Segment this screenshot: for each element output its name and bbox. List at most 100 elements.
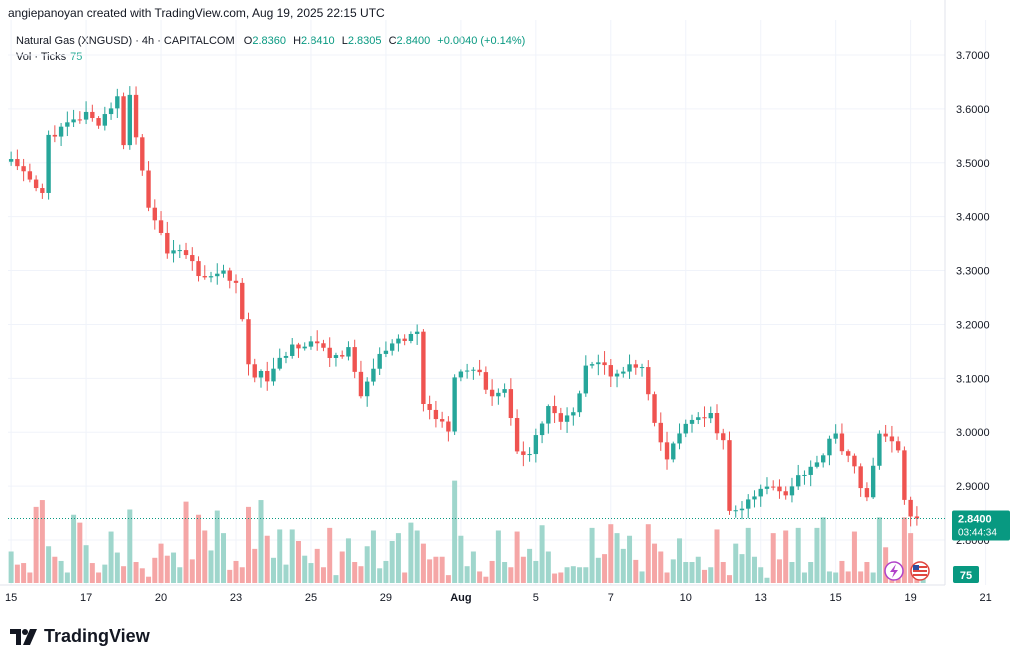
candle-body bbox=[689, 419, 695, 424]
volume-bar bbox=[289, 529, 295, 583]
price-tick-label: 3.0000 bbox=[956, 427, 990, 439]
candle-body bbox=[646, 367, 651, 395]
volume-bar bbox=[683, 562, 689, 583]
candle-body bbox=[121, 96, 126, 146]
time-axis[interactable]: 15 17 20 23 25 29 Aug 5 7 10 13 15 19 21 bbox=[5, 592, 992, 604]
candle-body bbox=[133, 94, 139, 138]
price-chart[interactable]: 3.7000 3.6000 3.5000 3.4000 3.3000 3.2000 3.10… bbox=[0, 0, 1024, 620]
candle-body bbox=[71, 119, 76, 123]
volume-row: Vol · Ticks 75 bbox=[16, 49, 529, 65]
volume-bar bbox=[27, 572, 33, 583]
volume-bar bbox=[883, 547, 889, 583]
price-tick-label: 3.4000 bbox=[956, 212, 990, 224]
chart-caption: angiepanoyan created with TradingView.co… bbox=[8, 6, 385, 20]
time-tick-label: 10 bbox=[680, 592, 692, 604]
candle-body bbox=[564, 415, 570, 422]
volume-bar bbox=[633, 559, 639, 583]
price-tick-label: 3.5000 bbox=[956, 158, 990, 170]
volume-bar bbox=[108, 531, 114, 583]
volume-label[interactable]: Vol · Ticks bbox=[16, 51, 67, 63]
volume-bar bbox=[171, 552, 177, 583]
volume-bar bbox=[751, 556, 757, 583]
volume-bar bbox=[801, 572, 807, 583]
candle-body bbox=[227, 270, 232, 281]
candle-body bbox=[171, 250, 176, 254]
last-price-tag: 2.8400 03:44:34 bbox=[952, 510, 1010, 541]
volume-bar bbox=[639, 571, 645, 583]
candle-body bbox=[221, 270, 226, 274]
candle-body bbox=[371, 368, 376, 382]
volume-bar bbox=[233, 560, 239, 583]
candle-body bbox=[33, 179, 39, 189]
candle-body bbox=[502, 389, 507, 393]
candle-body bbox=[446, 421, 451, 432]
volume-bar bbox=[814, 527, 820, 583]
symbol-label[interactable]: Natural Gas (XNGUSD) · 4h · CAPITALCOM bbox=[16, 35, 235, 47]
volume-bar bbox=[308, 563, 314, 583]
candle-body bbox=[190, 255, 195, 262]
volume-bar bbox=[652, 543, 658, 583]
volume-bar bbox=[358, 566, 364, 583]
volume-bar bbox=[164, 555, 170, 583]
candle-body bbox=[208, 276, 214, 278]
candle-body bbox=[852, 455, 857, 467]
candle-body bbox=[340, 355, 345, 357]
candle-body bbox=[127, 94, 132, 146]
volume-bar bbox=[876, 517, 882, 583]
candle-body bbox=[539, 423, 545, 436]
tradingview-logo[interactable]: TradingView bbox=[10, 626, 150, 647]
candle-body bbox=[414, 331, 420, 334]
volume-bar bbox=[295, 541, 301, 583]
volume-bar bbox=[658, 551, 664, 583]
volume-bar bbox=[708, 567, 714, 583]
candle-body bbox=[789, 486, 795, 496]
volume-bar bbox=[58, 560, 64, 583]
lightning-icon[interactable] bbox=[884, 561, 904, 581]
candle-body bbox=[627, 364, 632, 372]
time-tick-label: 7 bbox=[608, 592, 614, 604]
price-tick-label: 3.1000 bbox=[956, 373, 990, 385]
candle-body bbox=[46, 134, 51, 193]
volume-bar bbox=[302, 555, 308, 583]
candle-body bbox=[277, 357, 282, 369]
candle-body bbox=[77, 119, 83, 121]
high-value: 2.8410 bbox=[301, 35, 335, 47]
price-axis[interactable]: 3.7000 3.6000 3.5000 3.4000 3.3000 3.2000 3.10… bbox=[956, 50, 990, 547]
volume-bar bbox=[320, 567, 326, 583]
volume-bar bbox=[570, 566, 576, 583]
candle-body bbox=[102, 114, 108, 126]
price-tick-label: 3.6000 bbox=[956, 104, 990, 116]
us-flag-icon[interactable] bbox=[910, 561, 930, 581]
candle-body bbox=[283, 355, 289, 358]
candle-body bbox=[683, 423, 688, 434]
volume-value: 75 bbox=[70, 51, 83, 63]
volume-bar bbox=[133, 562, 139, 583]
volume-bar bbox=[33, 506, 39, 583]
volume-bar bbox=[789, 562, 795, 583]
candle-body bbox=[677, 433, 682, 444]
volume-bar bbox=[202, 530, 208, 583]
candle-body bbox=[202, 276, 207, 278]
time-tick-label: 15 bbox=[5, 592, 17, 604]
volume-bar bbox=[764, 577, 770, 583]
candle-body bbox=[165, 232, 170, 254]
candle-body bbox=[364, 381, 370, 397]
volume-bar bbox=[670, 559, 676, 583]
volume-bar bbox=[464, 566, 470, 583]
volume-bar bbox=[908, 533, 914, 583]
candle-body bbox=[271, 368, 276, 382]
volume-bar bbox=[383, 560, 389, 583]
volume-bar bbox=[352, 562, 358, 583]
candle-body bbox=[458, 371, 464, 378]
candle-body bbox=[146, 170, 151, 208]
candle-body bbox=[21, 166, 26, 172]
volume-bar bbox=[214, 510, 220, 583]
volume-bar bbox=[564, 567, 570, 583]
volume-bar bbox=[558, 572, 564, 583]
candle-body bbox=[246, 319, 251, 365]
volume-bar bbox=[714, 529, 720, 583]
volume-bar bbox=[77, 522, 83, 583]
time-tick-label: 15 bbox=[830, 592, 842, 604]
candle-body bbox=[433, 409, 439, 420]
volume-bar bbox=[314, 548, 320, 583]
